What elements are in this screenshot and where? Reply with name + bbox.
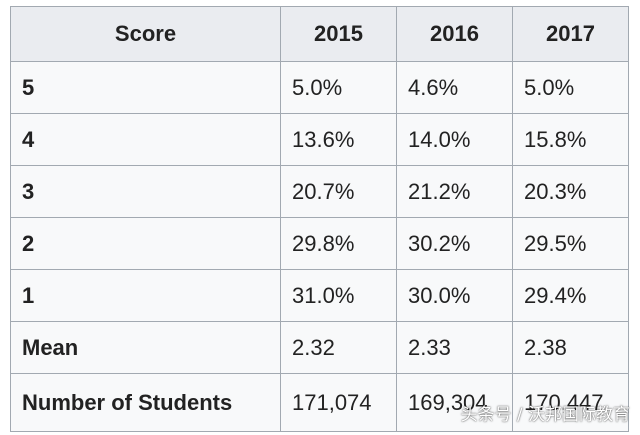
table-cell: 5.0% <box>512 61 629 114</box>
column-header-2016: 2016 <box>396 6 513 62</box>
table-cell: 5.0% <box>280 61 397 114</box>
table-cell: 30.0% <box>396 269 513 322</box>
column-header-2015: 2015 <box>280 6 397 62</box>
score-table-container: Score 2015 2016 2017 5 5.0% 4.6% 5.0% 4 … <box>10 6 629 432</box>
table-row: Mean 2.32 2.33 2.38 <box>10 321 629 374</box>
table-cell: 20.7% <box>280 165 397 218</box>
column-header-2017: 2017 <box>512 6 629 62</box>
header-row: Score 2015 2016 2017 <box>10 6 629 62</box>
table-cell: 14.0% <box>396 113 513 166</box>
table-cell: 31.0% <box>280 269 397 322</box>
score-distribution-table: Score 2015 2016 2017 5 5.0% 4.6% 5.0% 4 … <box>10 6 629 432</box>
row-label: Mean <box>10 321 281 374</box>
table-row: 4 13.6% 14.0% 15.8% <box>10 113 629 166</box>
table-row: 3 20.7% 21.2% 20.3% <box>10 165 629 218</box>
table-cell: 2.32 <box>280 321 397 374</box>
table-cell: 30.2% <box>396 217 513 270</box>
watermark: 头条号 / 沃邦国际教育 <box>460 405 630 425</box>
table-cell: 15.8% <box>512 113 629 166</box>
column-header-score: Score <box>10 6 281 62</box>
table-cell: 29.5% <box>512 217 629 270</box>
row-label: 1 <box>10 269 281 322</box>
row-label: 2 <box>10 217 281 270</box>
table-cell: 21.2% <box>396 165 513 218</box>
table-cell: 171,074 <box>280 373 397 432</box>
table-cell: 29.4% <box>512 269 629 322</box>
table-cell: 29.8% <box>280 217 397 270</box>
table-cell: 13.6% <box>280 113 397 166</box>
row-label: 4 <box>10 113 281 166</box>
table-cell: 4.6% <box>396 61 513 114</box>
table-cell: 2.33 <box>396 321 513 374</box>
table-cell: 20.3% <box>512 165 629 218</box>
row-label: 3 <box>10 165 281 218</box>
table-cell: 2.38 <box>512 321 629 374</box>
table-row: 2 29.8% 30.2% 29.5% <box>10 217 629 270</box>
table-cell: 170,447 <box>512 373 629 432</box>
row-label: 5 <box>10 61 281 114</box>
table-row: Number of Students 171,074 169,304 170,4… <box>10 373 629 432</box>
table-cell: 169,304 <box>396 373 513 432</box>
table-row: 1 31.0% 30.0% 29.4% <box>10 269 629 322</box>
row-label: Number of Students <box>10 373 281 432</box>
table-row: 5 5.0% 4.6% 5.0% <box>10 61 629 114</box>
